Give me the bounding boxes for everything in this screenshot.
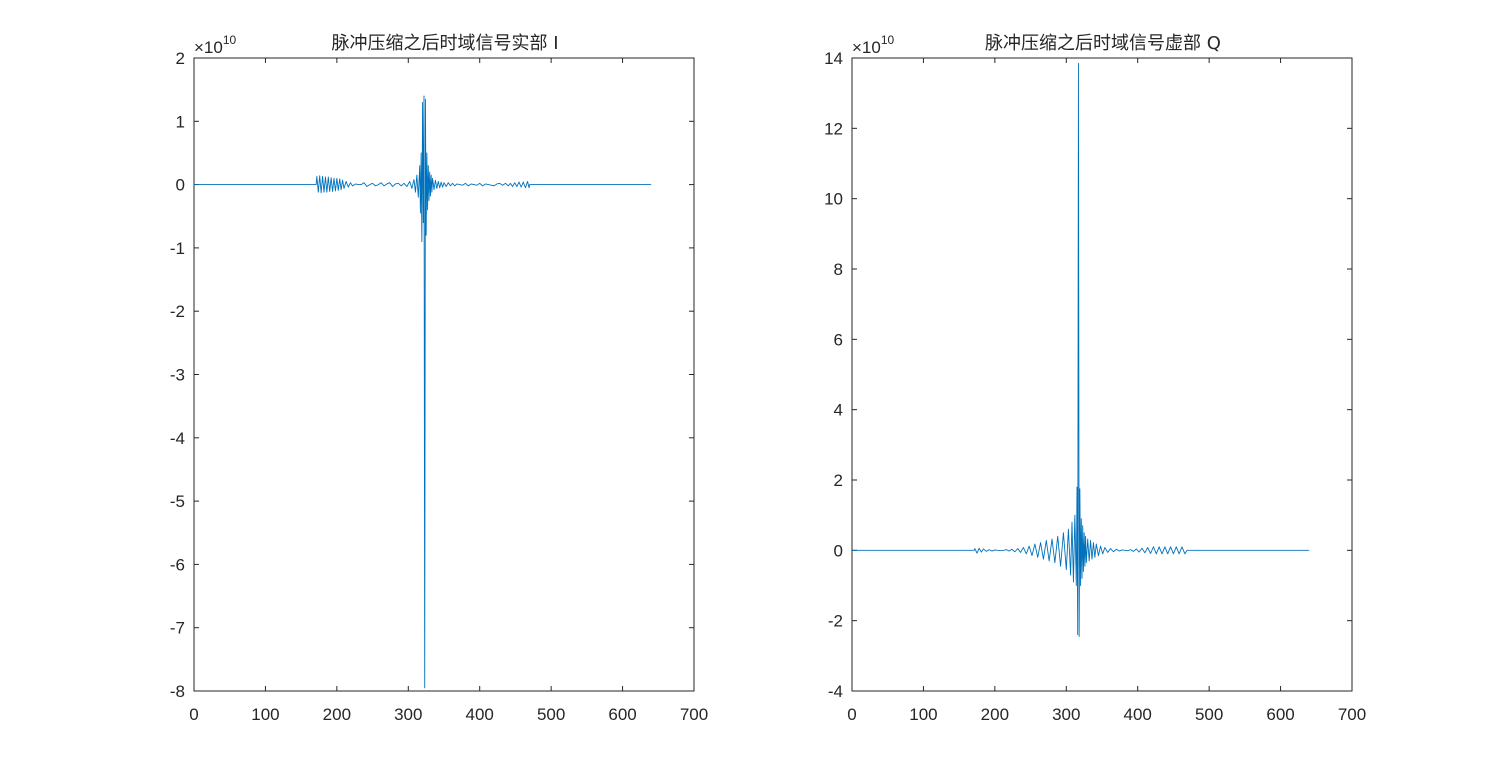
y-tick-label: 4 <box>834 401 843 420</box>
y-exponent-label: ×1010 <box>852 33 895 57</box>
x-tick-label: 300 <box>394 705 422 724</box>
chart-title: 脉冲压缩之后时域信号实部 I <box>331 33 558 54</box>
x-axis: 0 100 200 300 400 500 600 700 <box>189 58 708 724</box>
x-tick-label: 400 <box>1124 705 1152 724</box>
x-tick-label: 600 <box>1266 705 1294 724</box>
x-tick-label: 600 <box>608 705 636 724</box>
x-tick-label: 200 <box>323 705 351 724</box>
y-exponent-power: 10 <box>223 33 237 47</box>
y-exponent-base: ×10 <box>852 38 881 57</box>
y-exponent-base: ×10 <box>194 38 223 57</box>
y-axis: -8 -7 -6 -5 -4 -3 -2 -1 0 1 2 <box>170 49 694 701</box>
y-tick-label: -2 <box>828 612 843 631</box>
y-tick-label: -6 <box>170 555 185 574</box>
y-tick-label: 0 <box>176 176 185 195</box>
x-tick-label: 500 <box>1195 705 1223 724</box>
y-tick-label: -4 <box>170 429 185 448</box>
x-tick-label: 400 <box>466 705 494 724</box>
y-tick-label: 0 <box>834 541 843 560</box>
x-axis: 0 100 200 300 400 500 600 700 <box>847 58 1366 724</box>
x-tick-label: 100 <box>909 705 937 724</box>
x-tick-label: 300 <box>1052 705 1080 724</box>
y-tick-label: -5 <box>170 492 185 511</box>
subplot-imag-part-q: 脉冲压缩之后时域信号虚部 Q ×1010 0 100 200 300 400 500 600… <box>824 33 1366 724</box>
y-tick-label: 14 <box>824 49 843 68</box>
x-tick-label: 100 <box>251 705 279 724</box>
plot-area-frame <box>851 57 1353 692</box>
y-tick-label: -2 <box>170 302 185 321</box>
y-tick-label: 12 <box>824 119 843 138</box>
y-tick-label: -1 <box>170 239 185 258</box>
series-line-real-part <box>194 95 652 689</box>
x-tick-label: 700 <box>1338 705 1366 724</box>
y-tick-label: -8 <box>170 682 185 701</box>
y-tick-label: -3 <box>170 366 185 385</box>
x-tick-label: 0 <box>189 705 198 724</box>
y-tick-label: 6 <box>834 330 843 349</box>
x-tick-label: 500 <box>537 705 565 724</box>
y-exponent-label: ×1010 <box>194 33 237 57</box>
x-tick-label: 200 <box>981 705 1009 724</box>
series-line-imag-part <box>852 62 1310 637</box>
y-exponent-power: 10 <box>881 33 895 47</box>
y-tick-label: -4 <box>828 682 843 701</box>
y-tick-label: 8 <box>834 260 843 279</box>
y-tick-label: 1 <box>176 112 185 131</box>
x-tick-label: 700 <box>680 705 708 724</box>
subplot-real-part-i: 脉冲压缩之后时域信号实部 I ×1010 0 100 200 300 400 500 600… <box>170 33 708 724</box>
x-tick-label: 0 <box>847 705 856 724</box>
y-tick-label: -7 <box>170 619 185 638</box>
y-axis: -4 -2 0 2 4 6 8 10 12 14 <box>824 49 1352 701</box>
y-tick-label: 10 <box>824 190 843 209</box>
chart-title: 脉冲压缩之后时域信号虚部 Q <box>985 33 1221 54</box>
y-tick-label: 2 <box>834 471 843 490</box>
y-tick-label: 2 <box>176 49 185 68</box>
plot-area-frame <box>193 57 695 692</box>
